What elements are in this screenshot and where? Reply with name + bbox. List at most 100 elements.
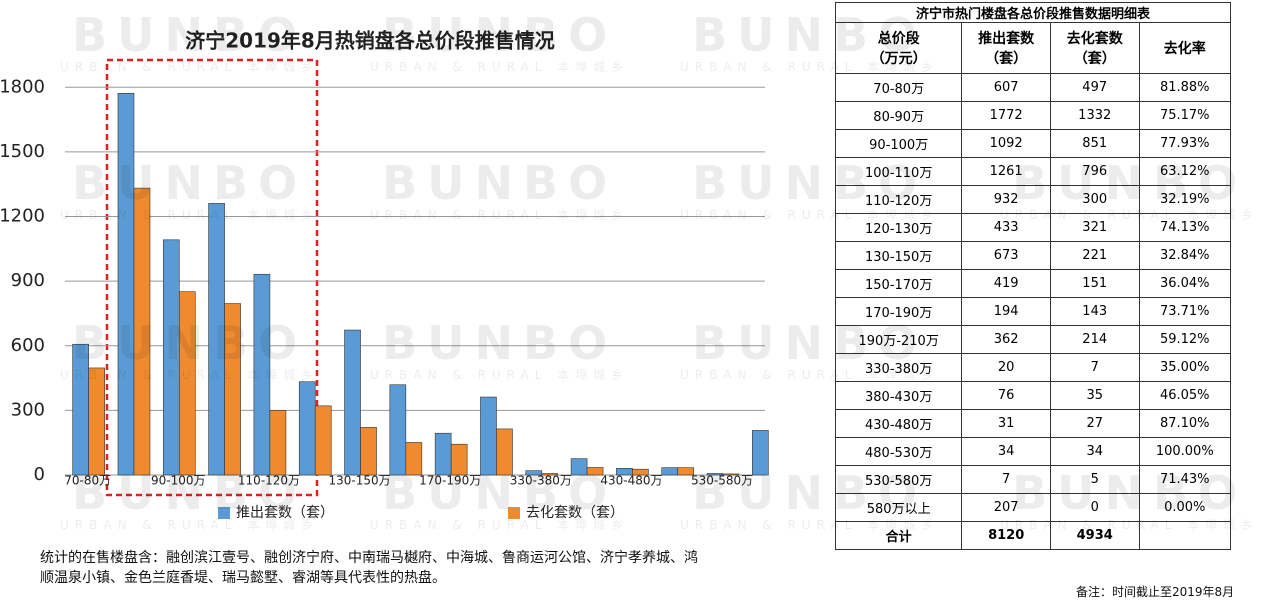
table-cell: 36.04% <box>1138 269 1231 298</box>
table-cell: 190万-210万 <box>834 325 963 354</box>
table-row: 190万-210万 362 214 59.12% <box>834 325 1231 354</box>
y-tick-label: 0 <box>34 464 45 485</box>
table-cell: 20 <box>961 353 1051 382</box>
footnote: 统计的在售楼盘含：融创滨江壹号、融创济宁府、中南瑞马樾府、中海城、鲁商运河公馆、… <box>40 550 698 586</box>
table-cell: 851 <box>1049 129 1140 158</box>
y-tick-label: 900 <box>11 270 45 291</box>
table-cell: 221 <box>1049 241 1140 270</box>
table-row: 130-150万 673 221 32.84% <box>834 241 1231 270</box>
legend-label: 推出套数（套） <box>236 505 334 521</box>
table-row: 150-170万 419 151 36.04% <box>834 269 1231 298</box>
table-cell: 59.12% <box>1138 325 1231 354</box>
table-row: 530-580万 7 5 71.43% <box>834 465 1231 494</box>
table-cell: 合计 <box>834 521 963 550</box>
bar <box>298 381 316 476</box>
legend-swatch <box>218 507 230 519</box>
bar <box>178 291 196 476</box>
table-cell: 5 <box>1049 465 1140 494</box>
chart: 济宁2019年8月热销盘各总价段推售情况 0 300 600 900 1200 1500 1… <box>0 29 769 521</box>
table-cell: 46.05% <box>1138 381 1231 410</box>
table-cell: 总价段 （万元） <box>834 22 963 74</box>
table-cell: 济宁市热门楼盘各总价段推售数据明细表 <box>835 2 1231 23</box>
table-cell: 1261 <box>961 157 1051 186</box>
table-cell: 194 <box>961 297 1051 326</box>
bar <box>677 467 695 476</box>
bar <box>360 427 377 476</box>
table-cell: 130-150万 <box>834 241 963 270</box>
table-cell: 推出套数 （套） <box>961 22 1051 74</box>
bar <box>722 473 740 476</box>
x-tick-label: 70-80万 <box>64 474 111 488</box>
table-cell: 87.10% <box>1138 409 1231 438</box>
table-cell: 330-380万 <box>834 353 963 382</box>
table-cell: 0 <box>1049 493 1140 522</box>
table-cell: 150-170万 <box>834 269 963 298</box>
bar <box>541 473 559 476</box>
legend-label: 去化套数（套） <box>526 505 624 521</box>
bar <box>570 458 588 476</box>
table-cell: 170-190万 <box>834 297 963 326</box>
table-cell: 32.84% <box>1138 241 1231 270</box>
table-cell: 35 <box>1049 381 1140 410</box>
table-cell: 74.13% <box>1138 213 1231 242</box>
table-cell: 35.00% <box>1138 353 1231 382</box>
table-cell: 63.12% <box>1138 157 1231 186</box>
x-tick-label: 130-150万 <box>328 474 390 488</box>
x-tick-label: 110-120万 <box>238 474 300 488</box>
table-cell: 300 <box>1049 185 1140 214</box>
table-cell: 8120 <box>961 521 1051 550</box>
table-cell: 433 <box>961 213 1051 242</box>
table-cell: 0.00% <box>1138 493 1231 522</box>
table-row: 330-380万 20 7 35.00% <box>834 353 1231 382</box>
y-tick-label: 1200 <box>0 206 45 227</box>
x-tick-label: 430-480万 <box>600 474 662 488</box>
bar <box>450 443 468 476</box>
y-tick-label: 1800 <box>0 76 45 97</box>
table-row: 580万以上 207 0 0.00% <box>834 493 1231 522</box>
table-cell: 100-110万 <box>834 157 963 186</box>
table-cell: 321 <box>1049 213 1140 242</box>
table-row: 110-120万 932 300 32.19% <box>834 185 1231 214</box>
y-tick-label: 1500 <box>0 141 45 162</box>
bar <box>525 470 543 476</box>
bar <box>208 203 225 476</box>
highlight-box <box>105 58 319 497</box>
bar <box>162 239 180 476</box>
table-row: 430-480万 31 27 87.10% <box>834 409 1231 438</box>
bar <box>632 468 649 476</box>
bar <box>480 396 497 476</box>
bar <box>314 405 332 476</box>
bar <box>661 467 679 476</box>
bar <box>88 367 105 476</box>
table-cell: 7 <box>1049 353 1140 382</box>
table-cell: 4934 <box>1049 521 1140 550</box>
table-cell: 81.88% <box>1138 73 1231 102</box>
table-cell: 932 <box>961 185 1051 214</box>
table-row: 480-530万 34 34 100.00% <box>834 437 1231 466</box>
table-cell: 110-120万 <box>834 185 963 214</box>
note: 备注：时间截止至2019年8月 <box>1076 585 1235 599</box>
table-cell: 34 <box>961 437 1051 466</box>
table-cell: 32.19% <box>1138 185 1231 214</box>
bar <box>133 187 151 476</box>
table-cell: 1332 <box>1049 101 1140 130</box>
legend-swatch <box>508 507 520 519</box>
bar <box>586 467 604 476</box>
table-cell: 34 <box>1049 437 1140 466</box>
data-table: 济宁市热门楼盘各总价段推售数据明细表 总价段 （万元） 推出套数 （套） 去化套数 （… <box>834 2 1231 550</box>
bar <box>344 329 361 476</box>
table-cell <box>1138 521 1231 550</box>
y-tick-label: 300 <box>11 399 45 420</box>
table-row: 总价段 （万元） 推出套数 （套） 去化套数 （套） 去化率 <box>834 22 1231 74</box>
table-cell: 75.17% <box>1138 101 1231 130</box>
table-row: 70-80万 607 497 81.88% <box>834 73 1231 102</box>
bar <box>496 428 513 476</box>
bar <box>117 93 135 476</box>
bar <box>389 384 407 476</box>
y-tick-label: 600 <box>11 335 45 356</box>
table-cell: 430-480万 <box>834 409 963 438</box>
bar <box>405 442 423 476</box>
table-row: 100-110万 1261 796 63.12% <box>834 157 1231 186</box>
bar <box>706 473 724 476</box>
bar <box>72 343 89 476</box>
